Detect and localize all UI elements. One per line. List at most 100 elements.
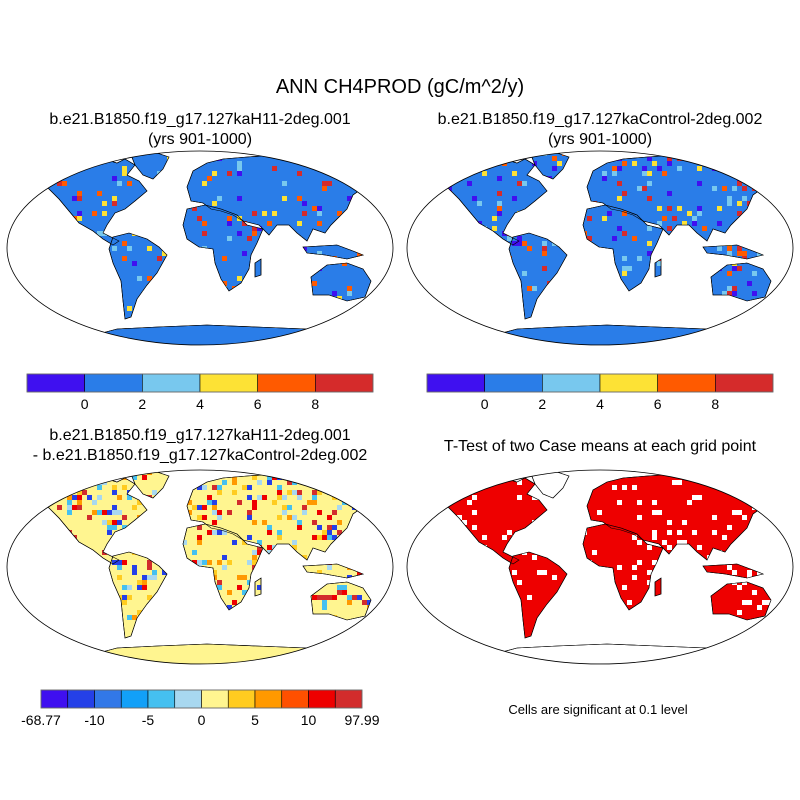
grid-cell [322, 600, 327, 605]
grid-cell [767, 600, 772, 605]
grid-cell [437, 276, 442, 281]
grid-cell [162, 510, 167, 515]
grid-cell [252, 500, 257, 505]
figure-title: ANN CH4PROD (gC/m^2/y) [275, 76, 525, 98]
grid-cell [57, 605, 62, 610]
grid-cell [277, 605, 282, 610]
grid-cell [537, 570, 542, 575]
grid-cell [407, 530, 412, 535]
grid-cell [337, 530, 342, 535]
grid-cell [677, 241, 682, 246]
grid-cell [52, 600, 57, 605]
grid-cell [382, 286, 383, 291]
grid-cell [317, 560, 322, 565]
grid-cell [732, 580, 737, 585]
grid-cell [782, 296, 783, 301]
grid-cell [421, 610, 422, 615]
grid-cell [282, 545, 287, 550]
grid-cell [667, 600, 672, 605]
grid-cell [687, 615, 692, 620]
grid-cell [147, 615, 152, 620]
grid-cell [552, 236, 557, 241]
grid-cell [327, 555, 332, 560]
grid-cell [192, 550, 197, 555]
grid-cell [582, 231, 587, 236]
grid-cell [697, 575, 702, 580]
grid-cell [467, 500, 472, 505]
grid-cell [37, 515, 42, 520]
grid-cell [692, 615, 697, 620]
grid-cell [677, 540, 682, 545]
grid-cell [237, 605, 242, 610]
grid-cell [307, 241, 312, 246]
map-ttest [406, 469, 794, 665]
grid-cell [392, 201, 397, 206]
grid-cell [447, 525, 452, 530]
colorbar-label: 8 [311, 396, 319, 412]
grid-cell [252, 575, 257, 580]
colorbar-box [120, 689, 149, 709]
grid-cell [302, 211, 307, 216]
grid-cell [167, 540, 172, 545]
grid-cell [657, 291, 662, 296]
grid-cell [132, 475, 137, 480]
grid-cell [562, 271, 567, 276]
grid-cell [217, 490, 222, 495]
grid-cell [87, 590, 92, 595]
grid-cell [32, 266, 37, 271]
grid-cell [582, 161, 587, 166]
grid-cell [692, 216, 697, 221]
grid-cell [442, 246, 447, 251]
grid-cell [457, 211, 462, 216]
grid-cell [382, 500, 383, 505]
grid-cell [222, 256, 227, 261]
grid-cell [97, 485, 102, 490]
grid-cell [452, 550, 457, 555]
grid-cell [457, 246, 462, 251]
grid-cell [727, 271, 732, 276]
grid-cell [207, 495, 212, 500]
grid-cell [167, 276, 172, 281]
grid-cell [107, 625, 112, 630]
grid-cell [267, 480, 272, 485]
grid-cell [282, 510, 287, 515]
grid-cell [612, 236, 617, 241]
grid-cell [427, 555, 432, 560]
grid-cell [137, 520, 142, 525]
grid-cell [382, 306, 383, 311]
colorbar-label: 5 [251, 712, 259, 728]
grid-cell [297, 590, 302, 595]
grid-cell [732, 161, 737, 166]
grid-cell [542, 570, 547, 575]
grid-cell [227, 560, 232, 565]
grid-cell [572, 221, 577, 226]
grid-cell [107, 475, 112, 480]
grid-cell [317, 535, 322, 540]
grid-cell [572, 530, 577, 535]
grid-cell [202, 485, 207, 490]
grid-cell [667, 191, 672, 196]
landmass-greenland [130, 152, 170, 180]
grid-cell [757, 261, 762, 266]
grid-cell [222, 530, 227, 535]
grid-cell [12, 171, 17, 176]
grid-cell [592, 281, 597, 286]
colorbar-box [174, 689, 202, 709]
grid-cell [272, 580, 277, 585]
grid-cell [382, 472, 383, 475]
grid-cell [277, 535, 282, 540]
grid-cell [652, 530, 657, 535]
grid-cell [187, 500, 192, 505]
grid-cell [622, 256, 627, 261]
grid-cell [312, 206, 317, 211]
grid-cell [497, 610, 502, 615]
grid-cell [247, 510, 252, 515]
grid-cell [292, 600, 297, 605]
grid-cell [182, 610, 187, 615]
grid-cell [107, 226, 112, 231]
grid-cell [182, 480, 187, 485]
grid-cell [7, 485, 12, 490]
grid-cell [357, 550, 362, 555]
landmass-indonesia [302, 563, 364, 579]
grid-cell [237, 605, 242, 610]
